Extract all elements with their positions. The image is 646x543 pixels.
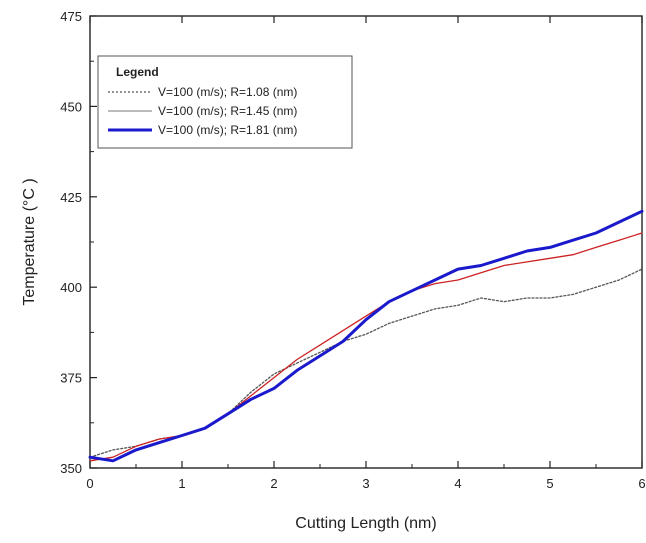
x-axis-title: Cutting Length (nm)	[295, 515, 436, 532]
y-tick-label: 450	[60, 99, 82, 114]
y-tick-label: 375	[60, 371, 82, 386]
y-tick-label: 350	[60, 461, 82, 476]
x-tick-label: 1	[178, 476, 185, 491]
x-tick-label: 2	[270, 476, 277, 491]
legend: Legend V=100 (m/s); R=1.08 (nm) V=100 (m…	[98, 56, 352, 148]
legend-label-r145: V=100 (m/s); R=1.45 (nm)	[158, 104, 297, 118]
x-tick-label: 6	[638, 476, 645, 491]
y-tick-label: 400	[60, 280, 82, 295]
legend-title: Legend	[116, 65, 159, 79]
legend-label-r181: V=100 (m/s); R=1.81 (nm)	[158, 123, 297, 137]
x-tick-label: 5	[546, 476, 553, 491]
y-axis-title: Temperature (°C )	[21, 178, 38, 305]
legend-label-r108: V=100 (m/s); R=1.08 (nm)	[158, 85, 297, 99]
x-tick-label: 4	[454, 476, 461, 491]
x-tick-label: 0	[86, 476, 93, 491]
y-tick-label: 475	[60, 9, 82, 24]
y-tick-label: 425	[60, 190, 82, 205]
x-tick-label: 3	[362, 476, 369, 491]
